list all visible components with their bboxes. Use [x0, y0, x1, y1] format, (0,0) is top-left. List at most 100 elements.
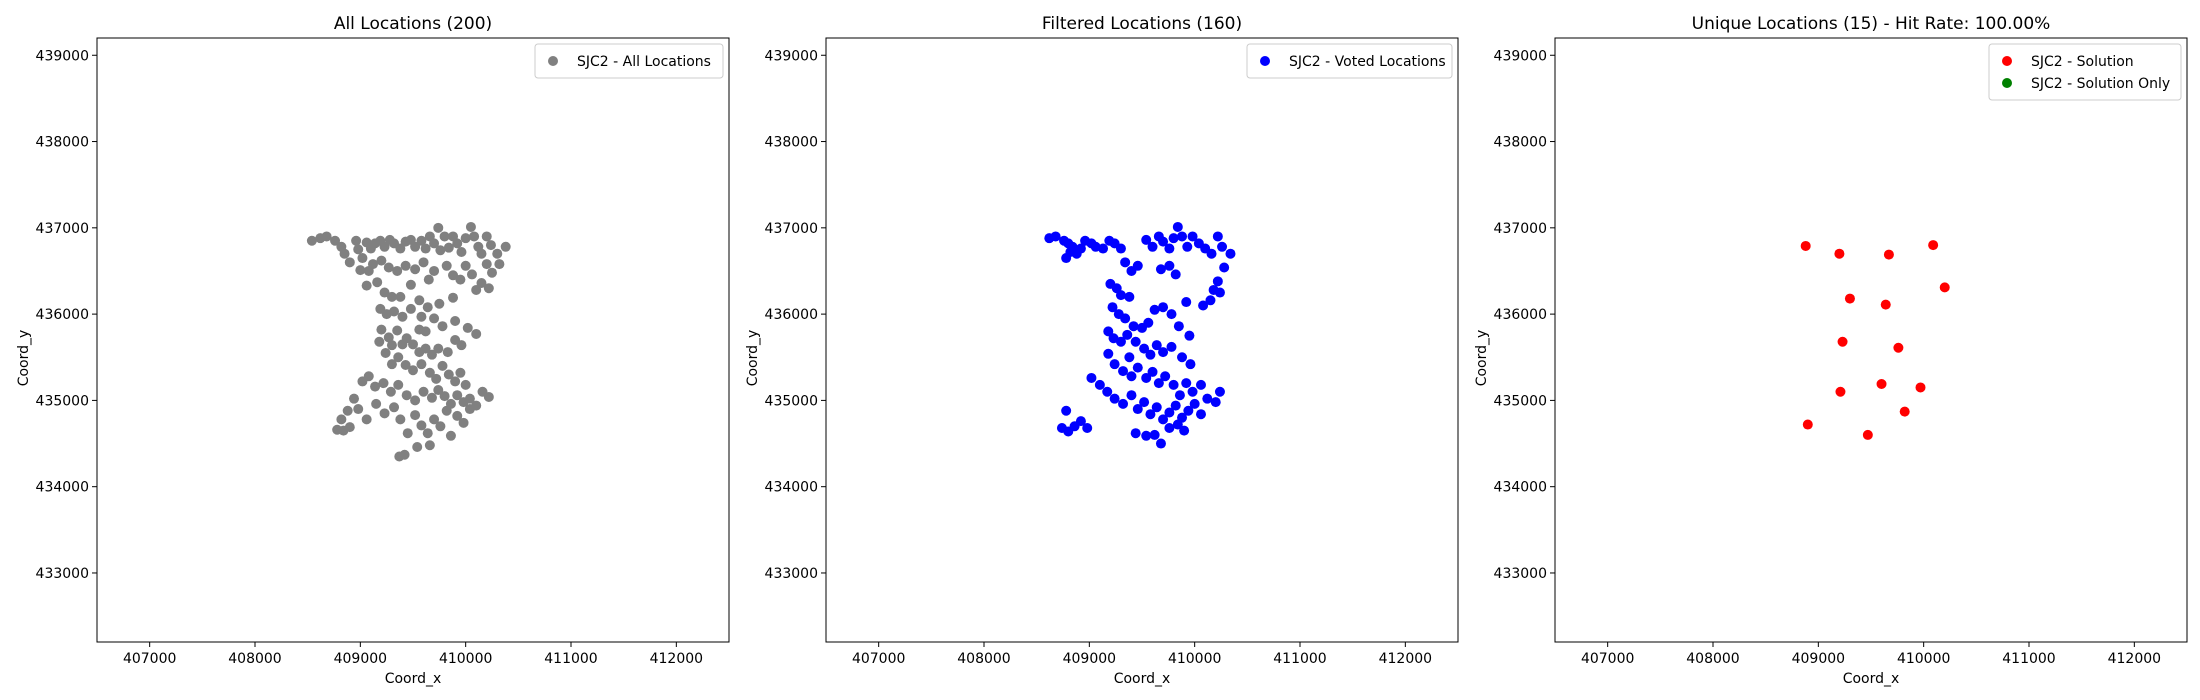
x-tick-label: 410000: [1168, 651, 1221, 667]
data-point: [460, 379, 471, 390]
data-point: [380, 347, 391, 358]
data-point: [448, 270, 459, 281]
data-point: [1143, 317, 1154, 328]
plot-area: 407000 408000 409000 410000 411000 412000 4330…: [1494, 37, 2188, 667]
data-point: [466, 269, 477, 280]
data-point: [1160, 371, 1171, 382]
data-point: [464, 404, 475, 415]
data-point: [1189, 398, 1200, 409]
data-point: [462, 322, 473, 333]
data-point: [429, 313, 440, 324]
x-tick-label: 411000: [544, 651, 597, 667]
data-point: [1837, 336, 1848, 347]
data-point: [395, 414, 406, 425]
data-point: [1164, 423, 1175, 434]
data-point: [1202, 393, 1213, 404]
y-tick-label: 436000: [36, 307, 89, 323]
data-point: [385, 386, 396, 397]
data-point: [481, 259, 492, 270]
data-point: [1802, 419, 1813, 430]
legend-marker: [1260, 56, 1270, 66]
data-point: [433, 385, 444, 396]
data-point: [339, 248, 350, 259]
data-point: [443, 369, 454, 380]
data-point: [1173, 321, 1184, 332]
data-point: [1103, 348, 1114, 359]
data-point: [450, 376, 461, 387]
data-point: [424, 440, 435, 451]
data-point: [410, 395, 421, 406]
x-axis-label: Coord_x: [1843, 671, 1900, 687]
data-point: [416, 420, 427, 431]
data-point: [1141, 430, 1152, 441]
x-tick-label: 407000: [1581, 651, 1634, 667]
data-point: [361, 414, 372, 425]
data-point: [434, 298, 445, 309]
data-point: [465, 221, 476, 232]
data-point: [460, 260, 471, 271]
data-point: [400, 260, 411, 271]
data-point: [389, 306, 400, 317]
data-point: [1883, 249, 1894, 260]
data-point: [1130, 336, 1141, 347]
x-tick-label: 411000: [2002, 651, 2055, 667]
x-tick-label: 408000: [228, 651, 281, 667]
data-point: [1141, 234, 1152, 245]
data-point: [1164, 243, 1175, 254]
data-point: [1205, 295, 1216, 306]
data-point: [1166, 341, 1177, 352]
data-point: [1219, 262, 1230, 273]
data-point: [471, 284, 482, 295]
data-point: [441, 260, 452, 271]
data-point: [1899, 406, 1910, 417]
data-point: [1132, 362, 1143, 373]
data-point: [392, 325, 403, 336]
data-point: [355, 265, 366, 276]
legend-box: [1246, 43, 1453, 79]
data-point: [1170, 400, 1181, 411]
data-point: [483, 283, 494, 294]
data-point: [1195, 409, 1206, 420]
data-point: [401, 390, 412, 401]
data-point: [1155, 264, 1166, 275]
y-axis-label: Coord_y: [745, 330, 761, 387]
data-point: [410, 264, 421, 275]
data-point: [344, 257, 355, 268]
data-point: [456, 340, 467, 351]
data-point: [500, 241, 511, 252]
data-point: [429, 414, 440, 425]
data-point: [1166, 309, 1177, 320]
legend-marker: [548, 56, 558, 66]
legend-marker: [2002, 78, 2012, 88]
legend-box: [1988, 43, 2182, 101]
data-point: [1130, 428, 1141, 439]
y-tick-label: 434000: [36, 480, 89, 496]
data-point: [435, 421, 446, 432]
data-point: [483, 391, 494, 402]
data-point: [1102, 386, 1113, 397]
x-tick-label: 408000: [1686, 651, 1739, 667]
data-point: [1109, 393, 1120, 404]
data-point: [437, 360, 448, 371]
x-tick-label: 407000: [852, 651, 905, 667]
x-tick-label: 409000: [1792, 651, 1845, 667]
data-point: [397, 339, 408, 350]
y-tick-label: 437000: [765, 221, 818, 237]
x-tick-label: 412000: [650, 651, 703, 667]
data-point: [1118, 366, 1129, 377]
data-point: [424, 367, 435, 378]
data-point: [1164, 407, 1175, 418]
data-point: [450, 316, 461, 327]
data-point: [379, 408, 390, 419]
x-tick-label: 410000: [1897, 651, 1950, 667]
data-point: [372, 277, 383, 288]
data-point: [1187, 231, 1198, 242]
data-point: [1187, 386, 1198, 397]
data-point: [1177, 352, 1188, 363]
data-point: [402, 428, 413, 439]
data-point: [455, 274, 466, 285]
data-point: [363, 371, 374, 382]
legend-box: [534, 43, 724, 79]
data-point: [1115, 290, 1126, 301]
data-point: [1928, 240, 1939, 251]
